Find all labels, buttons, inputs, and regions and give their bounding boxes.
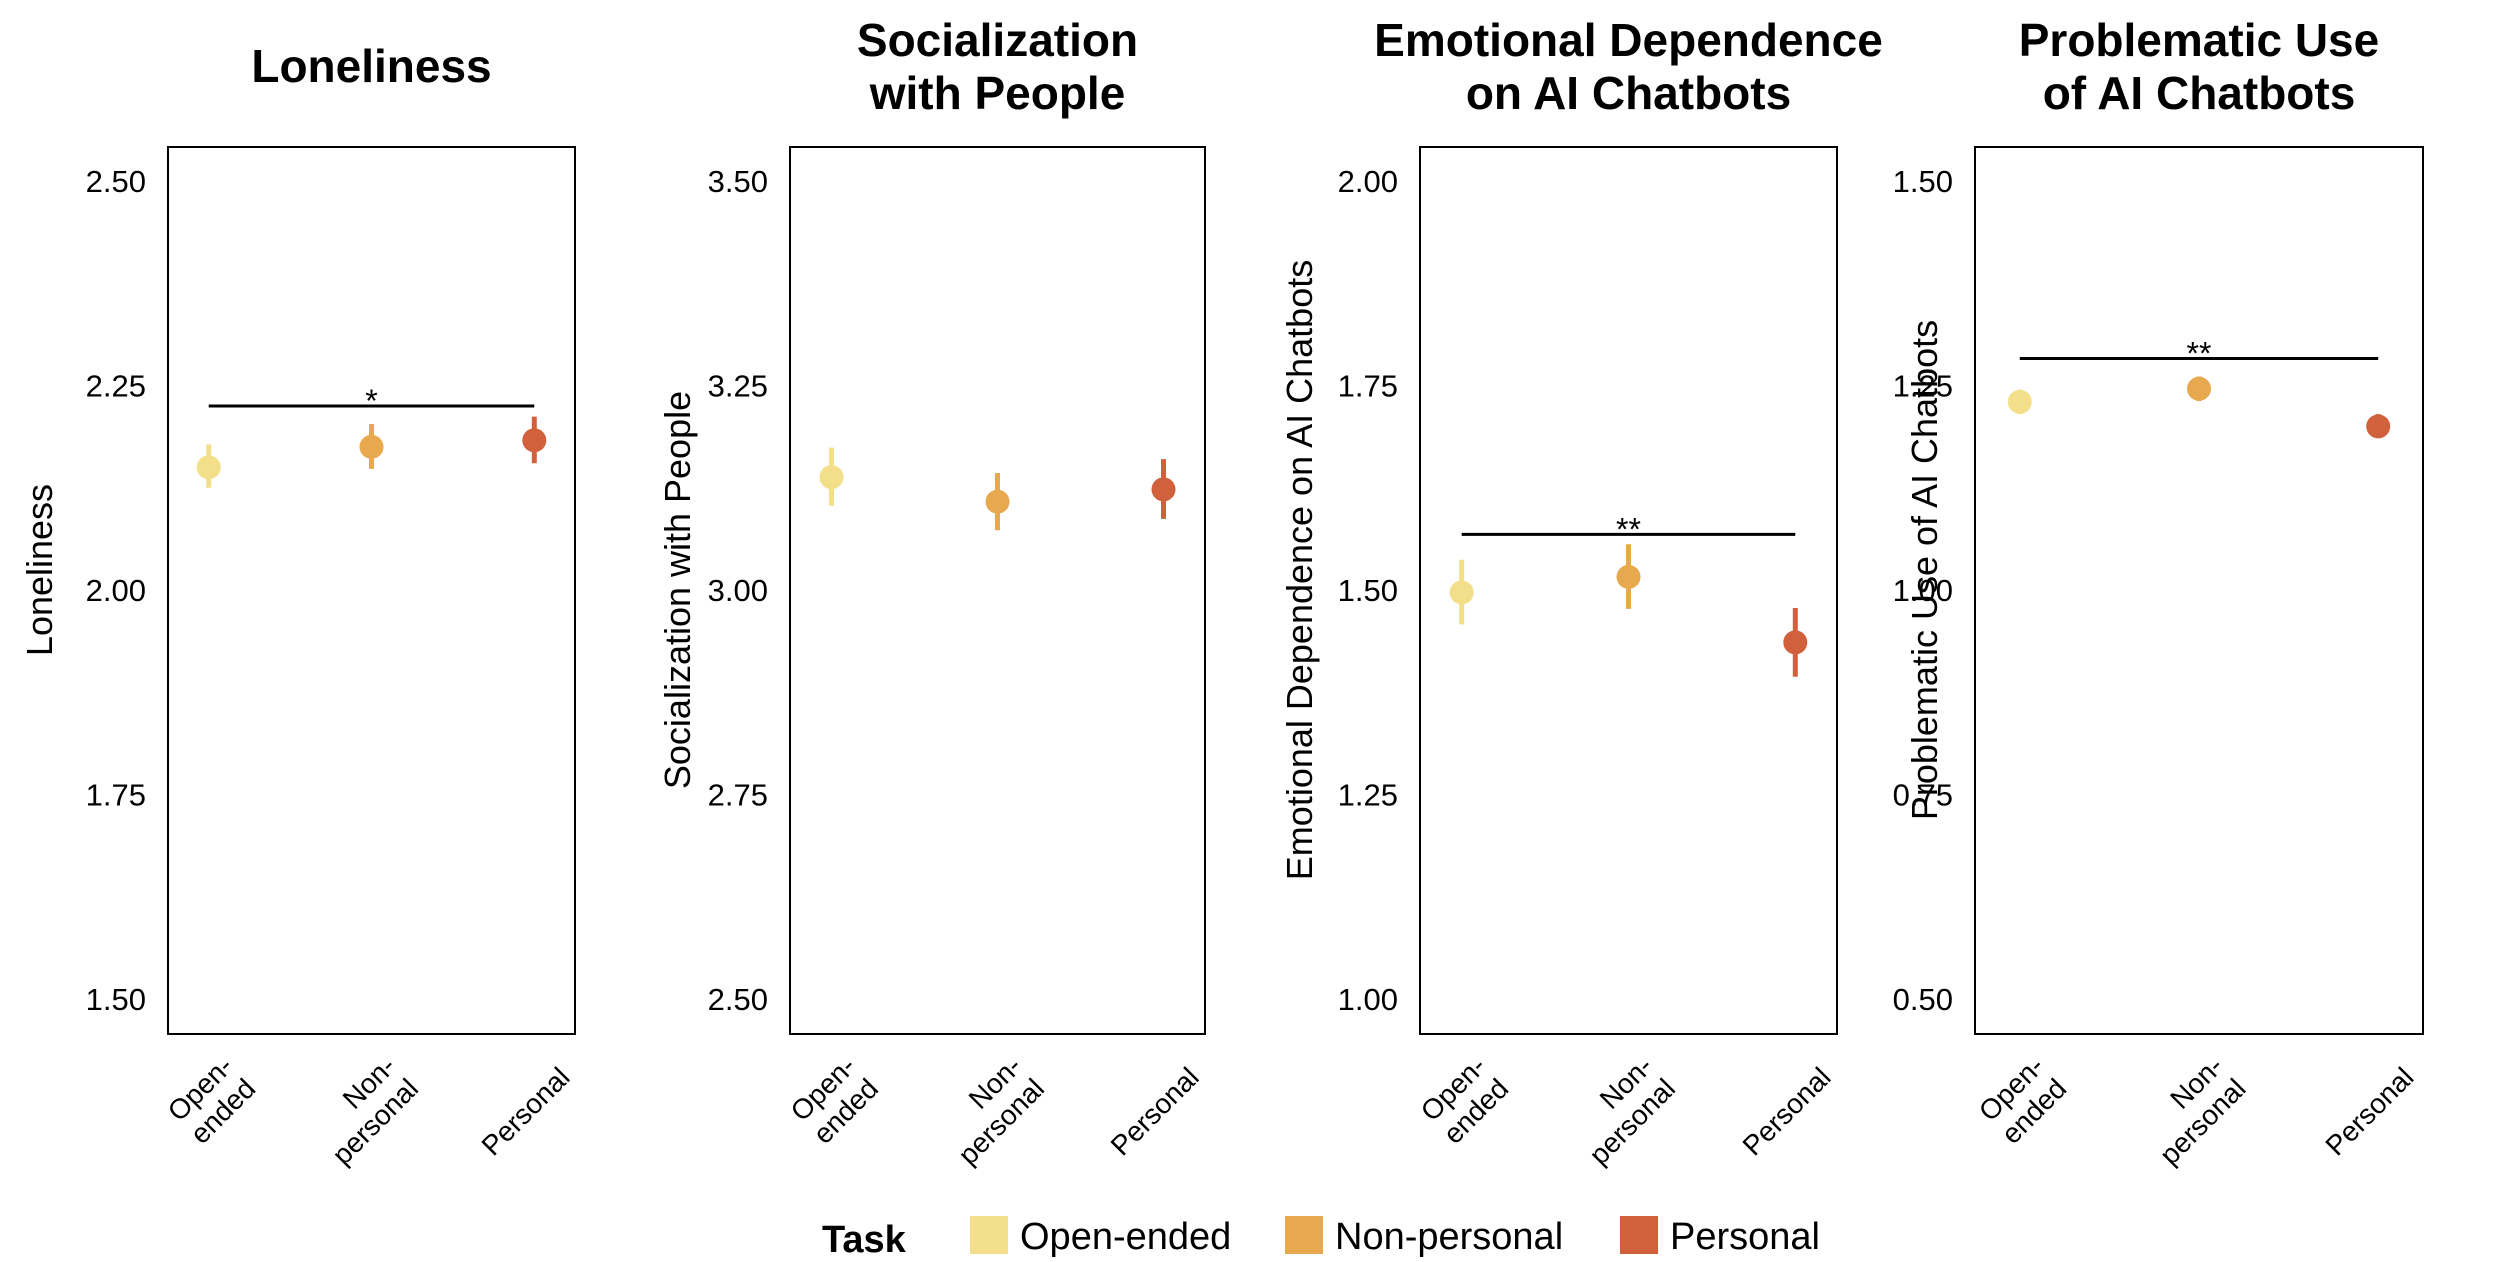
y-axis-label: Emotional Dependence on AI Chatbots (1279, 260, 1320, 880)
x-tick-label: Non-personal (2131, 1050, 2251, 1170)
legend-label-non-personal: Non-personal (1335, 1216, 1563, 1258)
point-open-ended (1449, 580, 1474, 605)
x-tick-label: Open-ended (1973, 1050, 2073, 1150)
x-tick-label: Personal (476, 1061, 576, 1161)
x-tick-label: Personal (1105, 1061, 1205, 1161)
point-open-ended (819, 465, 844, 490)
significance-marker: * (365, 383, 377, 419)
legend: Task Open-ended Non-personal Personal (822, 1216, 1820, 1261)
plot-frame (789, 146, 1206, 1035)
plot-frame (1419, 146, 1838, 1035)
y-tick-label: 2.50 (708, 982, 768, 1017)
y-tick-label: 1.75 (86, 778, 146, 813)
x-tick-label: Non-personal (304, 1050, 424, 1170)
x-tick-label: Open-ended (162, 1050, 262, 1150)
y-tick-label: 3.25 (708, 369, 768, 404)
plot-frame (1974, 146, 2424, 1035)
y-tick-label: 2.75 (708, 778, 768, 813)
legend-title: Task (822, 1219, 907, 1261)
chart-title: Socialization with People (857, 14, 1138, 119)
point-open-ended (2007, 389, 2032, 414)
y-tick-label: 1.50 (86, 982, 146, 1017)
y-tick-label: 1.00 (1338, 982, 1398, 1017)
legend-swatch-open-ended (970, 1216, 1008, 1254)
y-tick-label: 2.25 (86, 369, 146, 404)
y-tick-label: 3.50 (708, 164, 768, 199)
x-tick-label: Personal (2319, 1061, 2419, 1161)
point-personal (1783, 630, 1808, 655)
y-tick-label: 1.25 (1893, 369, 1953, 404)
significance-marker: ** (1616, 511, 1641, 547)
y-tick-label: 1.50 (1338, 573, 1398, 608)
point-non-personal (1616, 564, 1641, 589)
y-axis-label: Loneliness (19, 484, 60, 656)
y-tick-label: 0.50 (1893, 982, 1953, 1017)
y-tick-label: 1.00 (1893, 573, 1953, 608)
y-tick-label: 2.00 (86, 573, 146, 608)
plot-frame (167, 146, 576, 1035)
x-tick-label: Open-ended (785, 1050, 885, 1150)
y-axis-label: Socialization with People (657, 391, 698, 789)
point-non-personal (985, 489, 1010, 514)
x-tick-label: Non-personal (1561, 1050, 1681, 1170)
x-tick-label: Non-personal (930, 1050, 1050, 1170)
y-tick-label: 2.00 (1338, 164, 1398, 199)
point-personal (1151, 477, 1176, 502)
x-tick-label: Personal (1737, 1061, 1837, 1161)
chart-panel-problematic-use-of-ai-chatbots: Problematic Use of AI Chatbots 0.50 0.75 1.0… (1893, 14, 2424, 1171)
legend-swatch-personal (1620, 1216, 1658, 1254)
chart-panel-emotional-dependence-on-ai-chatbots: Emotional Dependence on AI Chatbots 1.00 1.… (1279, 14, 1883, 1171)
legend-label-open-ended: Open-ended (1020, 1216, 1231, 1258)
point-personal (522, 428, 547, 453)
y-tick-label: 3.00 (708, 573, 768, 608)
y-tick-label: 1.75 (1338, 369, 1398, 404)
legend-swatch-non-personal (1285, 1216, 1323, 1254)
chart-title: Problematic Use of AI Chatbots (2019, 14, 2379, 119)
chart-title: Loneliness (251, 40, 491, 92)
y-axis-label: Problematic Use of AI Chatbots (1904, 320, 1945, 820)
chart-title: Emotional Dependence on AI Chatbots (1374, 14, 1883, 119)
point-non-personal (359, 434, 384, 459)
y-tick-label: 1.25 (1338, 778, 1398, 813)
point-non-personal (2187, 376, 2211, 401)
x-tick-label: Open-ended (1415, 1050, 1515, 1150)
y-tick-label: 2.50 (86, 164, 146, 199)
chart-panel-loneliness: Loneliness 1.50 1.75 2.00 2.25 2.50 Loneliness… (19, 40, 576, 1171)
chart-panel-socialization-with-people: Socialization with People 2.50 2.75 3.00 3.25… (657, 14, 1206, 1171)
y-tick-label: 0.75 (1893, 778, 1953, 813)
significance-marker: ** (2187, 336, 2212, 372)
legend-label-personal: Personal (1670, 1216, 1820, 1258)
point-personal (2366, 414, 2391, 439)
point-open-ended (196, 455, 221, 480)
y-tick-label: 1.50 (1893, 164, 1953, 199)
